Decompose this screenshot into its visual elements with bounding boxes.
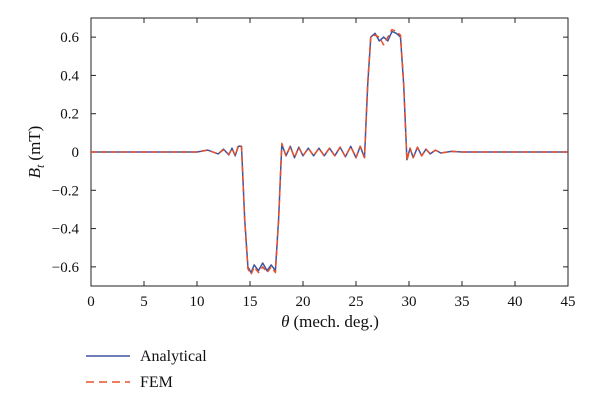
y-tick-label: 0 <box>72 145 80 161</box>
legend-label-analytical: Analytical <box>140 348 207 365</box>
y-axis-ticks: 0.6 0.4 0.2 0 −0.2 −0.4 −0.6 <box>52 30 568 276</box>
x-tick-label: 15 <box>243 294 258 310</box>
y-tick-label: 0.6 <box>60 30 79 46</box>
x-axis-label-text: (mech. deg.) <box>293 312 378 331</box>
y-tick-label: −0.6 <box>52 260 80 276</box>
legend: Analytical FEM <box>86 348 207 391</box>
legend-label-fem: FEM <box>140 374 173 391</box>
x-tick-label: 45 <box>561 294 576 310</box>
x-axis-ticks: 0 5 10 15 20 25 30 35 40 45 <box>87 18 576 310</box>
x-tick-label: 35 <box>455 294 470 310</box>
x-tick-label: 20 <box>296 294 311 310</box>
x-axis-label: θ (mech. deg.) <box>281 312 379 331</box>
y-tick-label: −0.2 <box>52 183 79 199</box>
x-tick-label: 40 <box>508 294 523 310</box>
x-tick-label: 0 <box>87 294 95 310</box>
y-axis-label-subscript: t <box>33 164 47 168</box>
y-axis-label-symbol: B <box>25 167 44 178</box>
y-tick-label: 0.4 <box>60 68 79 84</box>
x-tick-label: 30 <box>402 294 417 310</box>
y-axis-label: Bt (mT) <box>25 126 47 179</box>
x-axis-label-symbol: θ <box>281 312 289 331</box>
y-tick-label: −0.4 <box>52 222 80 238</box>
x-tick-label: 10 <box>190 294 205 310</box>
x-tick-label: 5 <box>140 294 148 310</box>
series-lines <box>91 28 568 276</box>
y-axis-label-unit: (mT) <box>25 126 44 161</box>
y-tick-label: 0.2 <box>60 107 79 123</box>
series-line-fem <box>91 28 568 276</box>
x-tick-label: 25 <box>349 294 364 310</box>
